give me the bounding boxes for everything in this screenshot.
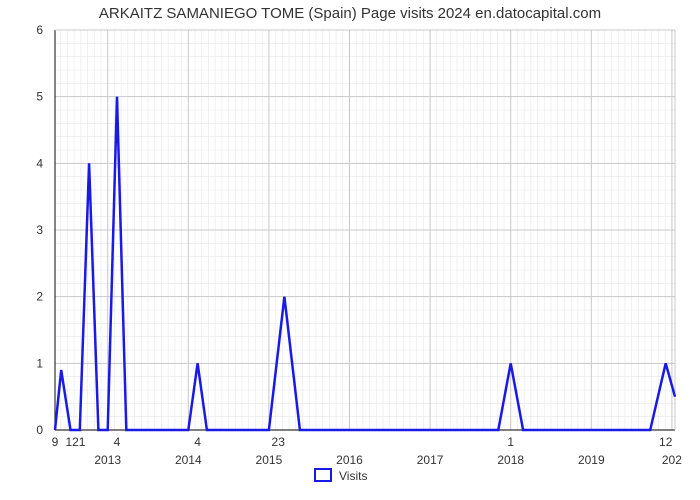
y-tick-label: 4 [36, 156, 43, 170]
y-tick-label: 3 [36, 223, 43, 237]
x-axis-label: 2017 [417, 453, 444, 467]
chart-container: ARKAITZ SAMANIEGO TOME (Spain) Page visi… [0, 0, 700, 500]
data-point-label: 12 [659, 435, 673, 449]
x-axis-label: 202 [662, 453, 682, 467]
y-tick-label: 1 [36, 356, 43, 370]
y-tick-label: 2 [36, 290, 43, 304]
data-point-label: 1 [507, 435, 514, 449]
x-axis-label: 2018 [497, 453, 524, 467]
data-point-label: 4 [114, 435, 121, 449]
y-tick-label: 0 [36, 423, 43, 437]
data-point-label: 23 [272, 435, 286, 449]
chart-title: ARKAITZ SAMANIEGO TOME (Spain) Page visi… [99, 5, 601, 22]
x-axis-label: 2016 [336, 453, 363, 467]
y-tick-label: 5 [36, 90, 43, 104]
x-axis-label: 2014 [175, 453, 202, 467]
data-point-label: 4 [194, 435, 201, 449]
y-tick-label: 6 [36, 23, 43, 37]
x-axis-label: 2013 [94, 453, 121, 467]
data-point-label: 121 [65, 435, 85, 449]
legend-label: Visits [339, 469, 367, 483]
line-chart: ARKAITZ SAMANIEGO TOME (Spain) Page visi… [0, 0, 700, 500]
x-axis-label: 2019 [578, 453, 605, 467]
data-point-label: 9 [52, 435, 59, 449]
legend-swatch [315, 469, 331, 481]
x-axis-label: 2015 [256, 453, 283, 467]
